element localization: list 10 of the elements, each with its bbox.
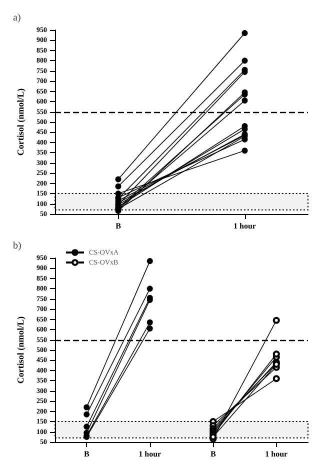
x-tick-label: B (116, 222, 122, 230)
x-tick-label: B (84, 450, 90, 458)
x-tick-label: 1 hour (265, 450, 288, 458)
chart-title: b) (13, 240, 22, 252)
x-tick-label: 1 hour (138, 450, 162, 458)
chart-title: a) (13, 12, 21, 24)
x-tick-label: 1 hour (234, 222, 256, 230)
y-axis-title: Cortisol (nmol/L) (16, 88, 26, 156)
x-tick-label: B (210, 450, 216, 458)
y-axis-title: Cortisol (nmol/L) (16, 316, 26, 384)
